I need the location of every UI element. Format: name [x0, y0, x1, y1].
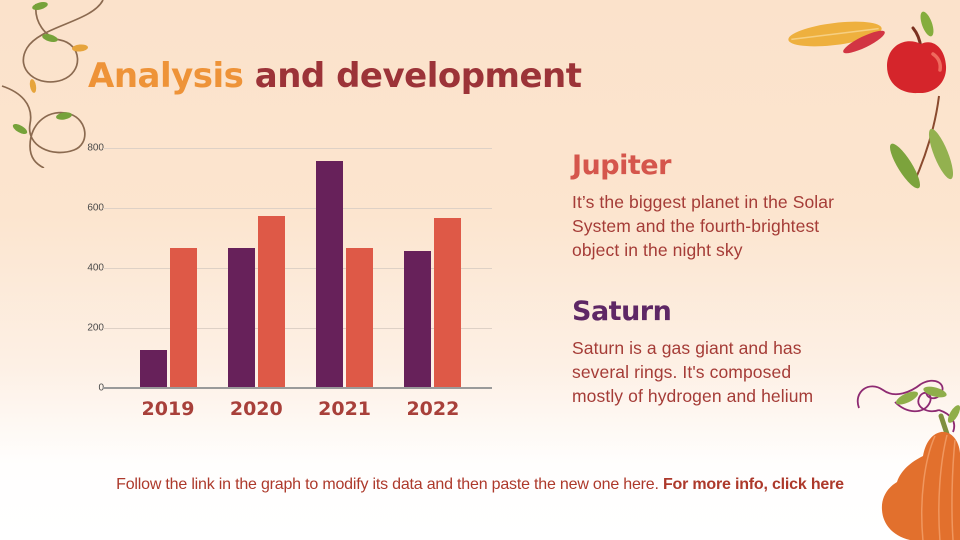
- bar-2021-series-2: [346, 247, 374, 387]
- x-axis-line: [103, 387, 492, 389]
- footer-text: Follow the link in the graph to modify i…: [116, 476, 663, 493]
- slide-title-highlight: Analysis: [88, 56, 244, 96]
- bar-chart[interactable]: 0 200 400 600 800 2019 2020 2021 2022: [84, 143, 494, 426]
- y-tick-label: 200: [87, 322, 104, 334]
- apple-icon: [887, 11, 947, 94]
- chart-plot: [103, 148, 492, 389]
- bar-2019-series-2: [169, 247, 197, 387]
- y-tick-label: 400: [87, 262, 104, 274]
- bar-2020-series-2: [257, 216, 285, 387]
- gridline: [103, 328, 492, 329]
- pumpkin-leaf: [923, 386, 947, 398]
- bar-2019-series-1: [139, 349, 167, 387]
- x-tick-label: 2019: [141, 398, 195, 420]
- section-jupiter: Jupiter It’s the biggest planet in the S…: [572, 150, 894, 262]
- pumpkin-leaf: [895, 391, 919, 405]
- section-body: It’s the biggest planet in the Solar Sys…: [572, 192, 835, 260]
- red-leaf-icon: [843, 30, 885, 54]
- vine-leaves: [12, 2, 88, 135]
- footer-note: Follow the link in the graph to modify i…: [0, 476, 960, 494]
- gridline: [103, 148, 492, 149]
- pumpkin-stem: [938, 413, 950, 437]
- green-leaf-branch-icon: [889, 95, 954, 189]
- bar-2021-series-1: [316, 160, 344, 387]
- bar-2022-series-2: [434, 217, 462, 387]
- footer-link[interactable]: For more info, click here: [662, 476, 844, 493]
- x-tick-label: 2020: [229, 398, 283, 420]
- bar-2022-series-1: [404, 250, 432, 387]
- gridline: [103, 208, 492, 209]
- chart-x-axis: 2019 2020 2021 2022: [110, 390, 492, 424]
- x-tick-label: 2022: [406, 398, 460, 420]
- section-heading: Jupiter: [572, 150, 671, 181]
- yellow-leaf-icon: [788, 21, 882, 47]
- slide-title-rest: and development: [243, 56, 582, 96]
- section-heading: Saturn: [572, 296, 672, 328]
- bar-2020-series-1: [227, 247, 255, 387]
- chart-y-axis: 0 200 400 600 800: [84, 143, 104, 394]
- y-tick-label: 600: [87, 202, 104, 214]
- x-tick-label: 2021: [318, 398, 372, 420]
- section-body: Saturn is a gas giant and has several ri…: [572, 338, 814, 406]
- text-column: Jupiter It’s the biggest planet in the S…: [572, 150, 894, 409]
- section-saturn: Saturn Saturn is a gas giant and has sev…: [572, 296, 894, 408]
- pumpkin-leaf: [947, 405, 960, 423]
- gridline: [103, 268, 492, 269]
- y-tick-label: 800: [87, 142, 104, 154]
- slide-title: Analysis and development: [88, 56, 582, 96]
- y-tick-label: 0: [98, 382, 104, 394]
